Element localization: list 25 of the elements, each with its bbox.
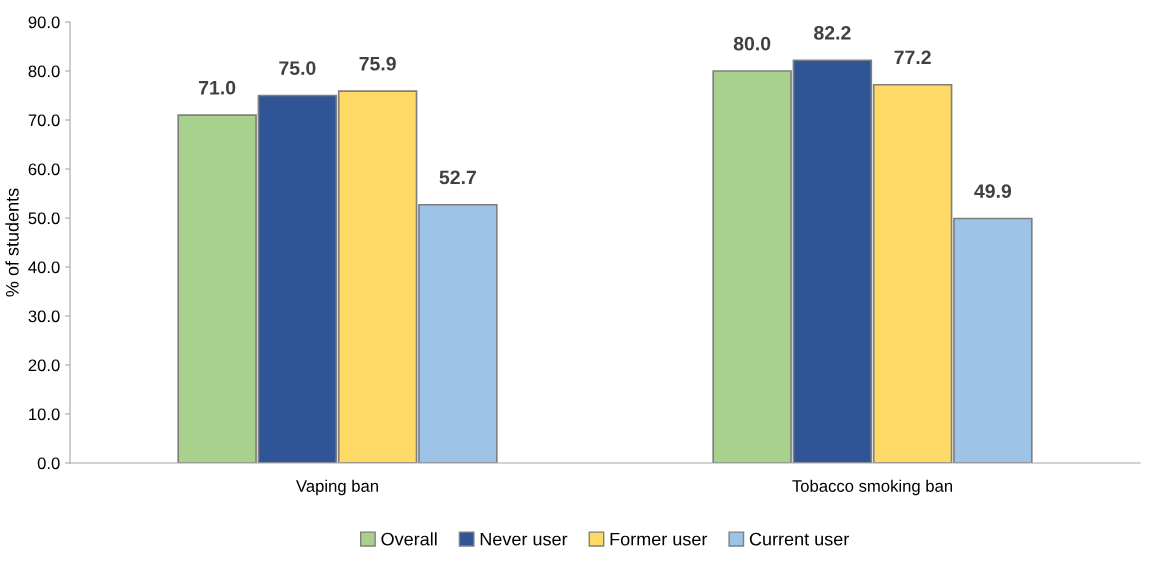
- y-tick-label: 50.0: [28, 212, 60, 225]
- legend-label: Overall: [381, 532, 437, 546]
- data-label: 75.9: [359, 56, 396, 71]
- data-label: 75.0: [279, 61, 316, 75]
- data-label: 71.0: [199, 80, 236, 95]
- data-label: 52.7: [439, 170, 476, 185]
- y-tick-label: 30.0: [28, 310, 60, 323]
- y-axis-title: % of students: [5, 188, 19, 297]
- data-label: 77.2: [894, 50, 931, 65]
- y-tick-label: 0.0: [37, 457, 60, 470]
- y-tick-label: 20.0: [28, 359, 60, 372]
- x-tick-label: Vaping ban: [296, 479, 378, 496]
- data-label: 49.9: [974, 184, 1012, 198]
- y-tick-label: 70.0: [28, 114, 60, 127]
- data-label: 82.2: [814, 25, 851, 40]
- legend-label: Former user: [610, 532, 708, 546]
- legend-label: Never user: [480, 532, 568, 546]
- y-tick-label: 10.0: [29, 408, 60, 421]
- x-tick-label: Tobacco smoking ban: [792, 479, 953, 496]
- y-tick-label: 80.0: [28, 65, 60, 78]
- legend-label: Current user: [749, 532, 849, 546]
- y-tick-label: 60.0: [28, 163, 60, 176]
- y-tick-label: 90.0: [28, 16, 60, 29]
- y-tick-label: 40.0: [28, 261, 60, 274]
- data-label: 80.0: [733, 36, 771, 51]
